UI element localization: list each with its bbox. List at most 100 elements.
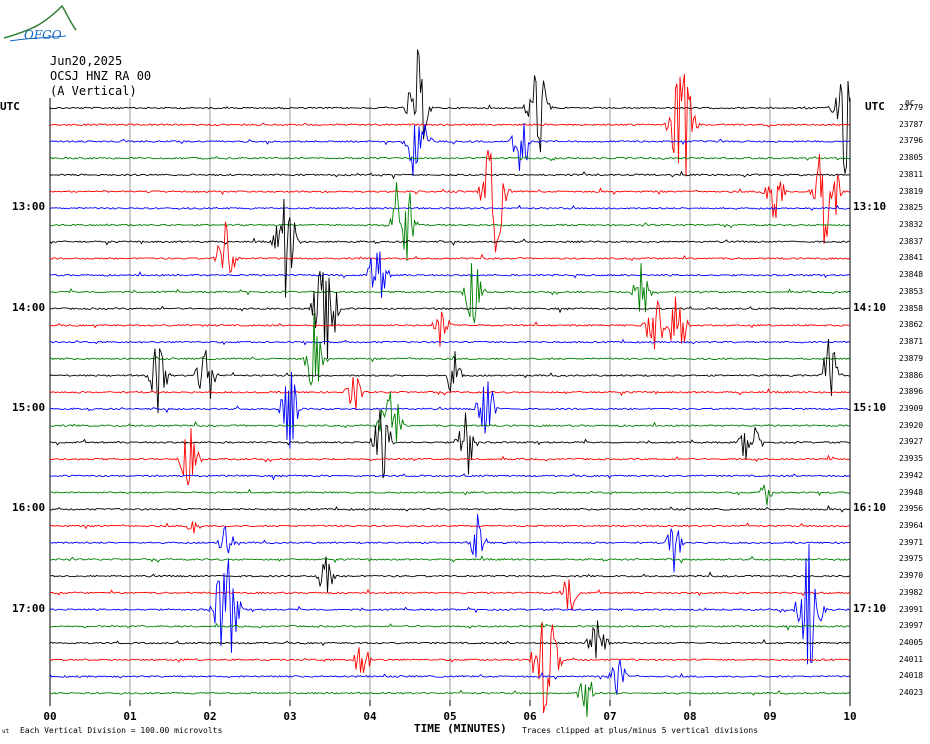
trace-id-label: 23811 [899,169,924,179]
trace-line-23848 [49,251,850,298]
trace-id-label: 23853 [899,286,924,296]
trace-line-23837 [49,198,850,298]
trace-id-label: 24018 [899,671,924,681]
trace-id-label: 23956 [899,504,924,514]
trace-id-label: 24005 [899,638,924,648]
trace-id-label: 23909 [899,403,924,413]
trace-line-23991 [49,543,850,665]
trace-id-label: 23871 [899,337,924,347]
x-tick-label: 10 [843,710,857,723]
scale-note: Each Vertical Division = 100.00 microvol… [20,726,223,735]
x-tick-label: 06 [523,710,537,723]
clip-note: Traces clipped at plus/minus 5 vertical … [522,726,759,735]
trace-id-label: 23841 [899,253,924,263]
right-time-label: 15:10 [853,400,887,414]
trace-line-23853 [49,263,850,324]
trace-line-23886 [49,339,850,414]
right-time-label: 14:10 [853,300,887,314]
trace-id-label: 23819 [899,186,924,196]
x-tick-label: 04 [363,710,377,723]
trace-line-23879 [49,312,850,387]
trace-id-label: 23837 [899,236,924,246]
trace-line-23956 [49,504,850,513]
trace-id-label: 23997 [899,621,924,631]
trace-line-23871 [49,338,850,346]
trace-line-23779 [49,49,850,174]
trace-line-23841 [49,221,850,274]
x-tick-label: 00 [43,710,57,723]
left-time-label: 14:00 [12,300,46,314]
x-tick-label: 05 [443,710,457,723]
trace-line-23920 [49,391,850,442]
trace-line-23948 [49,484,850,506]
trace-id-label: 23858 [899,303,924,313]
trace-id-label: 23825 [899,203,924,213]
trace-id-label: 23964 [899,521,924,530]
trace-id-label: 23927 [899,437,924,447]
trace-line-23787 [49,73,850,177]
trace-line-23819 [49,149,850,253]
trace-line-24005 [49,620,850,659]
x-tick-label: 02 [203,710,217,723]
corner-mark: ut [2,728,10,735]
trace-line-23935 [49,428,850,486]
trace-id-label: 23832 [899,220,924,230]
x-tick-label: 01 [123,710,137,723]
trace-id-label: 23779 [899,103,924,112]
trace-id-label: 23991 [899,604,924,614]
trace-id-label: 23942 [899,470,924,480]
trace-line-23805 [49,155,850,162]
x-axis-title: TIME (MINUTES) [414,722,507,735]
trace-id-label: 24011 [899,654,924,664]
trace-line-23942 [49,473,850,481]
x-tick-label: 09 [763,710,777,723]
trace-id-label: 23787 [899,119,924,129]
trace-line-23896 [49,376,850,410]
trace-id-label: 23982 [899,587,924,597]
trace-id-label: 24023 [899,688,924,698]
trace-line-23858 [49,271,850,360]
right-top-label: 0C [905,99,915,108]
trace-line-23811 [49,170,850,180]
right-time-label: 16:10 [853,501,887,515]
trace-id-label: 23896 [899,387,924,397]
trace-line-23927 [49,409,850,479]
trace-line-23909 [49,371,850,449]
x-tick-label: 07 [603,710,617,723]
trace-line-23862 [49,296,850,350]
utc-left-label: UTC [0,100,20,113]
trace-line-23982 [49,579,850,611]
left-time-label: 13:00 [12,200,46,214]
trace-id-label: 23920 [899,420,924,430]
left-time-label: 15:00 [12,400,46,414]
trace-line-24018 [49,659,850,695]
trace-id-label: 23862 [899,320,924,330]
station-label: OCSJ HNZ RA 00 [50,69,152,83]
trace-id-label: 23975 [899,554,924,564]
trace-line-23970 [49,556,850,593]
component-label: (A Vertical) [50,84,137,98]
x-tick-label: 08 [683,710,697,723]
right-time-label: 17:10 [853,601,887,615]
trace-id-label: 23970 [899,571,924,581]
utc-right-label: UTC [865,100,885,113]
trace-line-23997 [49,621,850,632]
ofgo-logo [3,4,77,42]
trace-line-23825 [49,204,850,212]
trace-line-23832 [49,182,850,261]
trace-id-label: 23848 [899,270,924,280]
trace-line-23796 [49,123,850,177]
trace-line-24023 [49,681,850,718]
trace-line-23971 [49,514,850,573]
trace-id-label: 23879 [899,353,924,363]
trace-id-label: 23971 [899,537,924,547]
trace-id-label: 23948 [899,487,924,497]
logo-text: OFGO [24,28,62,42]
date-label: Jun20,2025 [50,54,123,68]
left-time-label: 17:00 [12,601,46,615]
trace-id-label: 23805 [899,153,924,163]
trace-line-23975 [49,555,850,564]
trace-id-label: 23935 [899,454,924,464]
x-tick-label: 03 [283,710,297,723]
